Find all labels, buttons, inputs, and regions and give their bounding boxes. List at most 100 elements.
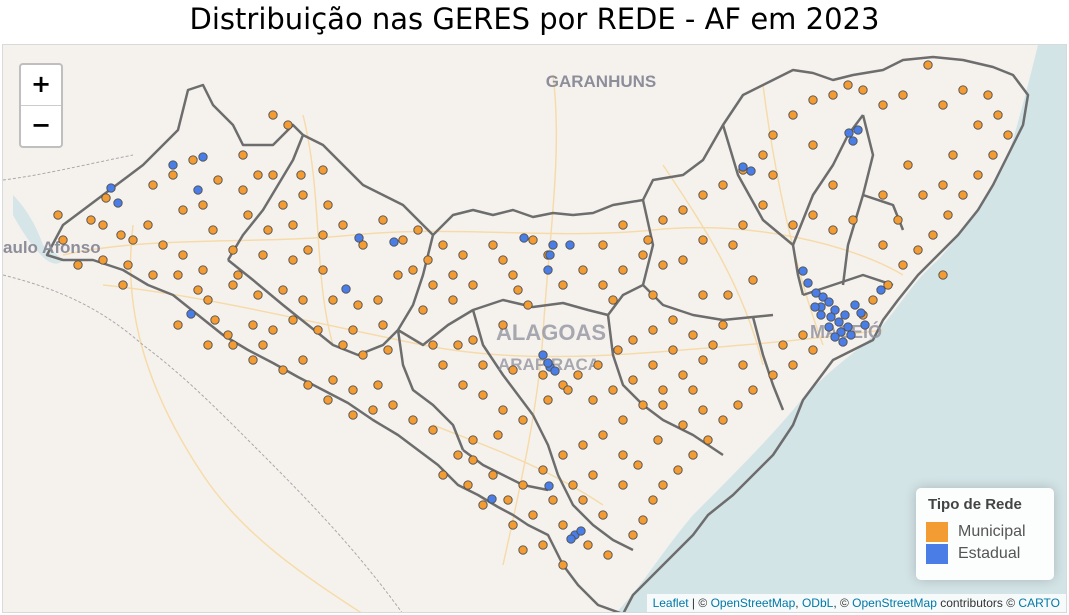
municipal-marker[interactable] [393,270,403,280]
municipal-marker[interactable] [238,185,248,195]
municipal-marker[interactable] [223,330,233,340]
municipal-marker[interactable] [993,110,1003,120]
municipal-marker[interactable] [638,400,648,410]
municipal-marker[interactable] [383,345,393,355]
municipal-marker[interactable] [453,340,463,350]
municipal-marker[interactable] [798,330,808,340]
municipal-marker[interactable] [213,175,223,185]
municipal-marker[interactable] [298,295,308,305]
municipal-marker[interactable] [338,340,348,350]
municipal-marker[interactable] [258,250,268,260]
municipal-marker[interactable] [883,280,893,290]
estadual-marker[interactable] [824,322,834,332]
municipal-marker[interactable] [283,120,293,130]
municipal-marker[interactable] [678,370,688,380]
municipal-marker[interactable] [913,245,923,255]
municipal-marker[interactable] [618,480,628,490]
municipal-marker[interactable] [468,280,478,290]
municipal-marker[interactable] [918,190,928,200]
municipal-marker[interactable] [898,260,908,270]
municipal-marker[interactable] [708,340,718,350]
municipal-marker[interactable] [843,80,853,90]
municipal-marker[interactable] [928,230,938,240]
municipal-marker[interactable] [253,170,263,180]
municipal-marker[interactable] [568,480,578,490]
municipal-marker[interactable] [983,90,993,100]
municipal-marker[interactable] [328,375,338,385]
municipal-marker[interactable] [210,315,220,325]
estadual-marker[interactable] [798,266,808,276]
municipal-marker[interactable] [678,255,688,265]
municipal-marker[interactable] [268,110,278,120]
municipal-marker[interactable] [178,250,188,260]
municipal-marker[interactable] [423,255,433,265]
municipal-marker[interactable] [828,225,838,235]
osm-link[interactable]: OpenStreetMap [710,596,796,610]
municipal-marker[interactable] [348,410,358,420]
municipal-marker[interactable] [728,240,738,250]
municipal-marker[interactable] [703,435,713,445]
municipal-marker[interactable] [488,470,498,480]
municipal-marker[interactable] [868,295,878,305]
municipal-marker[interactable] [678,205,688,215]
municipal-marker[interactable] [923,60,933,70]
municipal-marker[interactable] [248,355,258,365]
municipal-marker[interactable] [428,425,438,435]
municipal-marker[interactable] [673,465,683,475]
municipal-marker[interactable] [718,320,728,330]
municipal-marker[interactable] [808,140,818,150]
municipal-marker[interactable] [758,150,768,160]
municipal-marker[interactable] [648,360,658,370]
estadual-marker[interactable] [354,233,364,243]
municipal-marker[interactable] [413,225,423,235]
municipal-marker[interactable] [98,255,108,265]
municipal-marker[interactable] [558,520,568,530]
municipal-marker[interactable] [768,170,778,180]
municipal-marker[interactable] [723,290,733,300]
municipal-marker[interactable] [313,325,323,335]
municipal-marker[interactable] [618,220,628,230]
municipal-marker[interactable] [243,210,253,220]
estadual-marker[interactable] [836,327,846,337]
municipal-marker[interactable] [298,190,308,200]
estadual-marker[interactable] [519,233,529,243]
municipal-marker[interactable] [828,180,838,190]
municipal-marker[interactable] [323,395,333,405]
municipal-marker[interactable] [548,495,558,505]
municipal-marker[interactable] [503,495,513,505]
municipal-marker[interactable] [368,405,378,415]
estadual-marker[interactable] [543,265,553,275]
municipal-marker[interactable] [228,340,238,350]
municipal-marker[interactable] [358,240,368,250]
estadual-marker[interactable] [844,128,854,138]
municipal-marker[interactable] [1003,130,1013,140]
municipal-marker[interactable] [788,220,798,230]
municipal-marker[interactable] [628,335,638,345]
municipal-marker[interactable] [688,450,698,460]
municipal-marker[interactable] [258,340,268,350]
estadual-marker[interactable] [830,332,840,342]
estadual-marker[interactable] [548,240,558,250]
municipal-marker[interactable] [238,150,248,160]
municipal-marker[interactable] [458,250,468,260]
estadual-marker[interactable] [843,322,853,332]
municipal-marker[interactable] [268,325,278,335]
municipal-marker[interactable] [943,210,953,220]
municipal-marker[interactable] [263,225,273,235]
municipal-marker[interactable] [618,265,628,275]
municipal-marker[interactable] [598,510,608,520]
municipal-marker[interactable] [718,415,728,425]
municipal-marker[interactable] [538,370,548,380]
municipal-marker[interactable] [348,385,358,395]
municipal-marker[interactable] [143,220,153,230]
municipal-marker[interactable] [588,470,598,480]
municipal-marker[interactable] [288,255,298,265]
municipal-marker[interactable] [698,405,708,415]
municipal-marker[interactable] [668,315,678,325]
municipal-marker[interactable] [648,325,658,335]
municipal-marker[interactable] [73,260,83,270]
municipal-marker[interactable] [938,180,948,190]
municipal-marker[interactable] [938,100,948,110]
estadual-marker[interactable] [106,183,116,193]
municipal-marker[interactable] [478,390,488,400]
